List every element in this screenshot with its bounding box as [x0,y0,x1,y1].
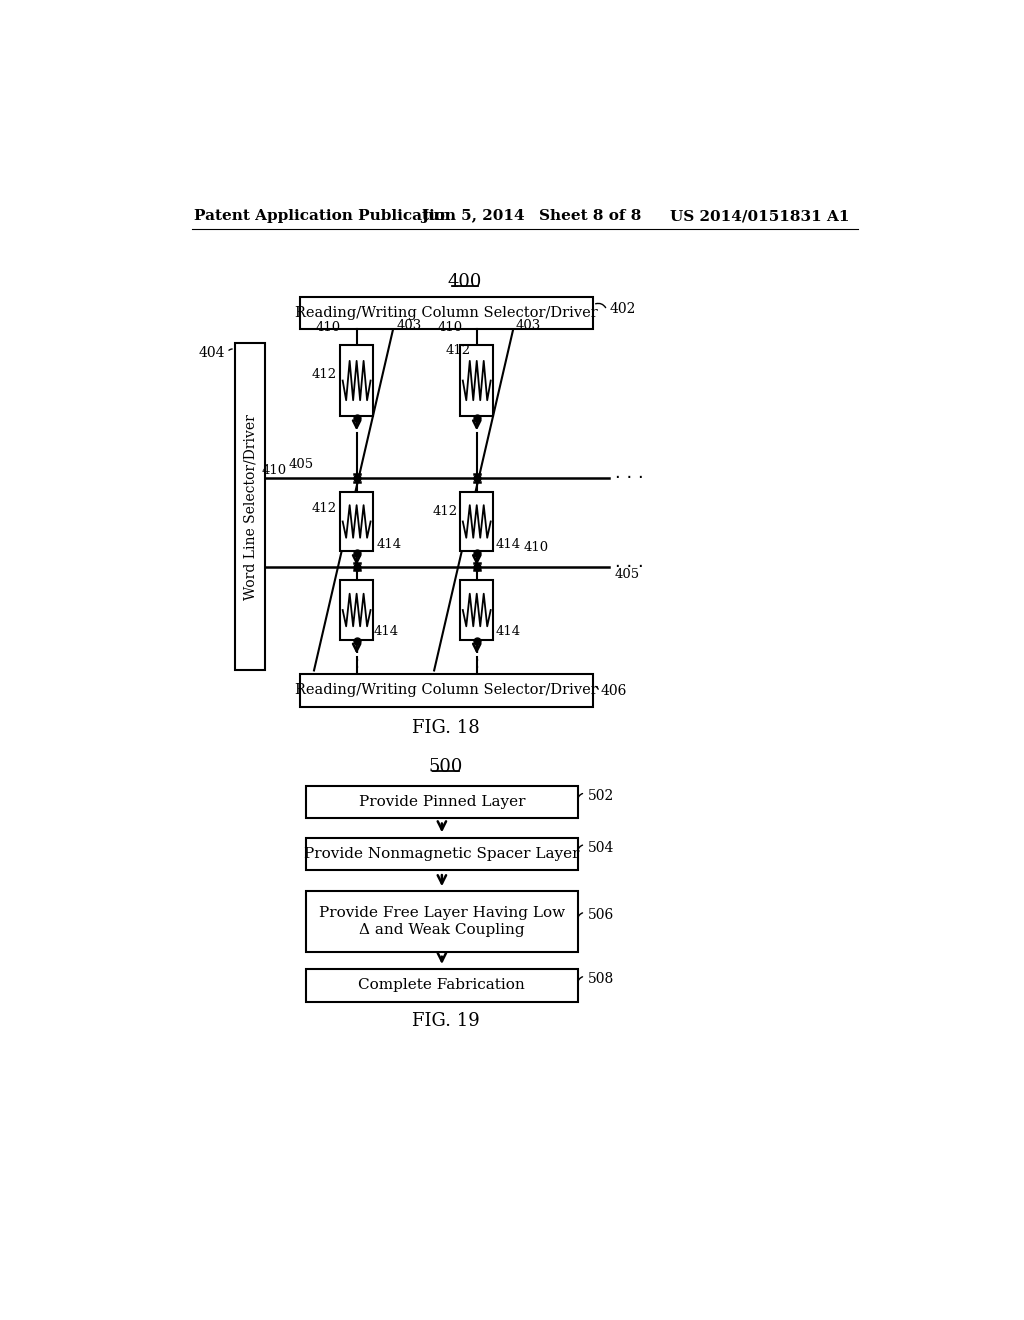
Text: .: . [474,653,480,672]
Bar [340,345,373,416]
Text: 502: 502 [588,789,613,803]
Text: 412: 412 [445,345,471,358]
Text: 402: 402 [610,301,637,315]
Text: .: . [353,645,359,664]
Text: Reading/Writing Column Selector/Driver: Reading/Writing Column Selector/Driver [295,306,598,321]
Text: 400: 400 [447,273,482,290]
Bar [340,492,373,552]
Bar [306,969,578,1002]
Text: .: . [353,638,359,657]
Text: 404: 404 [199,346,225,360]
Text: Provide Free Layer Having Low
Δ and Weak Coupling: Provide Free Layer Having Low Δ and Weak… [318,907,565,937]
Text: .: . [474,645,480,664]
Text: Sheet 8 of 8: Sheet 8 of 8 [539,209,641,223]
Text: 412: 412 [311,502,337,515]
Bar [461,492,493,552]
Text: Patent Application Publication: Patent Application Publication [194,209,456,223]
Text: Provide Nonmagnetic Spacer Layer: Provide Nonmagnetic Spacer Layer [304,846,580,861]
Bar [300,675,593,706]
Text: Jun. 5, 2014: Jun. 5, 2014 [421,209,524,223]
Text: 406: 406 [601,684,627,698]
Text: 403: 403 [397,318,422,331]
Text: Provide Pinned Layer: Provide Pinned Layer [358,795,525,809]
Text: Word Line Selector/Driver: Word Line Selector/Driver [243,414,257,599]
Text: 508: 508 [588,973,613,986]
Text: 410: 410 [523,541,549,554]
Bar [306,891,578,952]
Bar [461,581,493,640]
Text: 414: 414 [377,539,401,552]
Bar [234,343,265,671]
Bar [340,581,373,640]
Bar [300,297,593,330]
Text: .: . [474,638,480,657]
Bar [306,785,578,818]
Text: · · ·: · · · [614,469,643,487]
Text: US 2014/0151831 A1: US 2014/0151831 A1 [671,209,850,223]
Text: Complete Fabrication: Complete Fabrication [358,978,525,993]
Text: 410: 410 [316,321,341,334]
Text: 405: 405 [289,458,313,471]
Text: 506: 506 [588,908,613,923]
Text: 412: 412 [311,367,337,380]
Text: FIG. 18: FIG. 18 [412,719,479,737]
Text: 403: 403 [515,318,541,331]
Text: FIG. 19: FIG. 19 [412,1012,479,1030]
Text: 412: 412 [433,504,458,517]
Text: 410: 410 [262,463,287,477]
Text: .: . [353,653,359,672]
Text: 500: 500 [429,758,463,776]
Text: 410: 410 [437,321,463,334]
Text: 414: 414 [496,539,520,552]
Text: 405: 405 [614,568,640,581]
Text: 414: 414 [496,626,520,639]
Bar [461,345,493,416]
Text: 504: 504 [588,841,614,854]
Text: 414: 414 [374,626,398,639]
Bar [306,838,578,870]
Text: · · ·: · · · [614,557,643,576]
Text: Reading/Writing Column Selector/Driver: Reading/Writing Column Selector/Driver [295,684,598,697]
